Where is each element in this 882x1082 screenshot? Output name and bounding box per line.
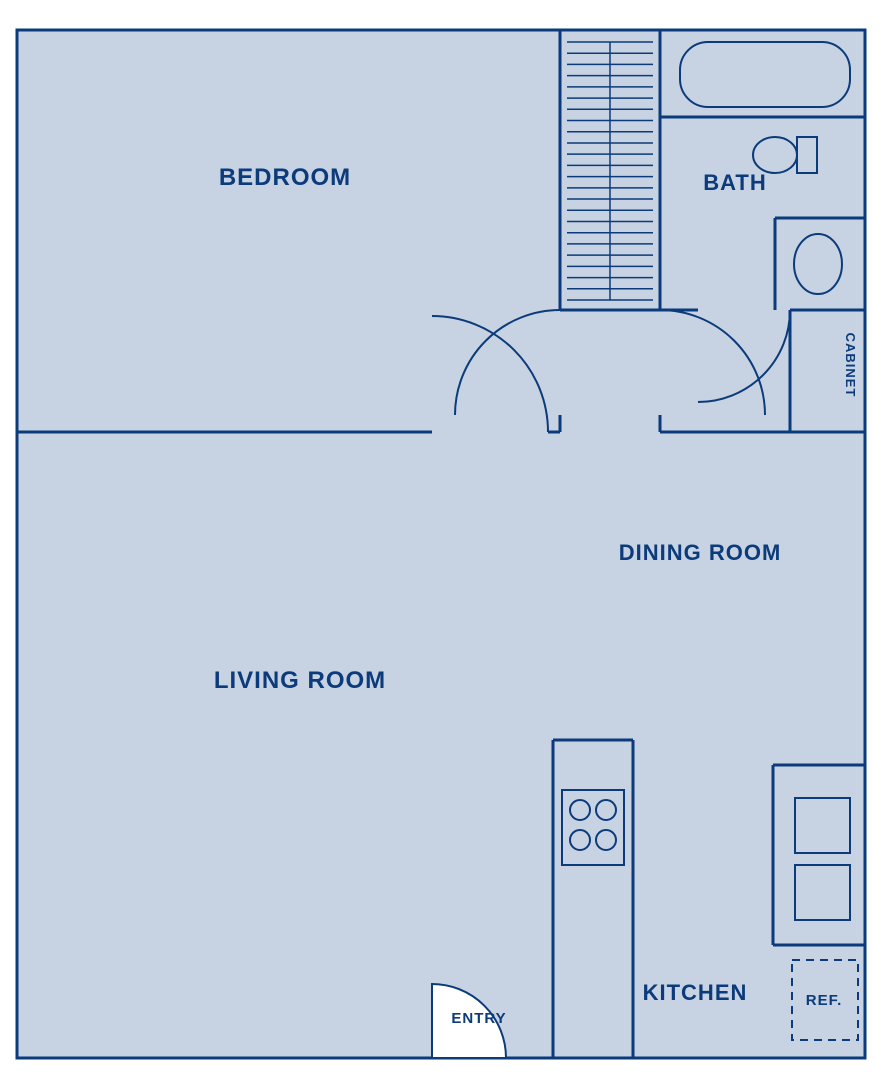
label-cabinet: CABINET (843, 333, 858, 398)
label-entry: ENTRY (451, 1010, 506, 1027)
label-kitchen: KITCHEN (643, 980, 748, 1005)
floorplan: BEDROOM BATH DINING ROOM LIVING ROOM KITCHEN… (0, 0, 882, 1082)
label-ref: REF. (806, 992, 843, 1009)
label-bedroom: BEDROOM (219, 164, 351, 191)
label-bath: BATH (703, 170, 766, 195)
label-dining: DINING ROOM (619, 540, 782, 565)
label-living: LIVING ROOM (214, 667, 386, 694)
